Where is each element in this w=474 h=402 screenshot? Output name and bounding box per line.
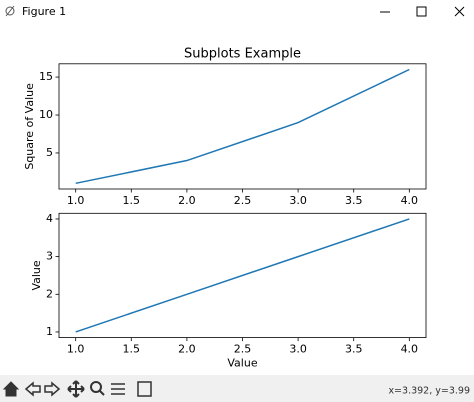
axes-frame [58, 63, 427, 190]
y-tick-label: 15 [39, 70, 53, 83]
x-tick-label: 3.0 [289, 194, 307, 207]
back-button[interactable] [24, 381, 41, 397]
x-axis-label: Value [227, 357, 257, 370]
chart-title: Subplots Example [184, 46, 301, 61]
pan-button[interactable] [67, 380, 85, 398]
data-line [75, 68, 410, 185]
window-title: Figure 1 [22, 5, 66, 18]
x-tick-label: 4.0 [401, 343, 419, 356]
x-tick-label: 2.5 [234, 194, 252, 207]
y-tick-label: 5 [46, 146, 53, 159]
home-button[interactable] [2, 381, 20, 397]
data-line [75, 218, 410, 333]
y-tick-label: 4 [46, 212, 53, 225]
x-tick-label: 2.0 [178, 194, 196, 207]
x-tick-label: 1.5 [123, 343, 141, 356]
x-tick-label: 2.5 [234, 343, 252, 356]
close-button[interactable] [454, 6, 465, 17]
y-axis-label: Value [30, 260, 43, 290]
forward-button[interactable] [44, 381, 61, 397]
maximize-button[interactable] [416, 6, 427, 17]
x-tick-label: 1.0 [67, 343, 85, 356]
x-tick-label: 3.0 [289, 343, 307, 356]
x-tick-label: 2.0 [178, 343, 196, 356]
configure-button[interactable] [111, 383, 125, 395]
y-tick-label: 2 [46, 287, 53, 300]
save-button[interactable] [137, 381, 152, 397]
x-tick-label: 3.5 [345, 194, 363, 207]
x-tick-label: 1.0 [67, 194, 85, 207]
status-coordinates: x=3.392, y=3.99 [388, 386, 470, 397]
x-tick-label: 3.5 [345, 343, 363, 356]
y-axis-label: Square of Value [23, 83, 36, 170]
y-tick-label: 1 [46, 325, 53, 338]
y-tick-label: 10 [39, 108, 53, 121]
zoom-button[interactable] [90, 381, 105, 396]
app-icon [5, 5, 15, 17]
x-tick-label: 4.0 [401, 194, 419, 207]
x-tick-label: 1.5 [123, 194, 141, 207]
title-bar [0, 0, 474, 25]
y-tick-label: 3 [46, 250, 53, 263]
